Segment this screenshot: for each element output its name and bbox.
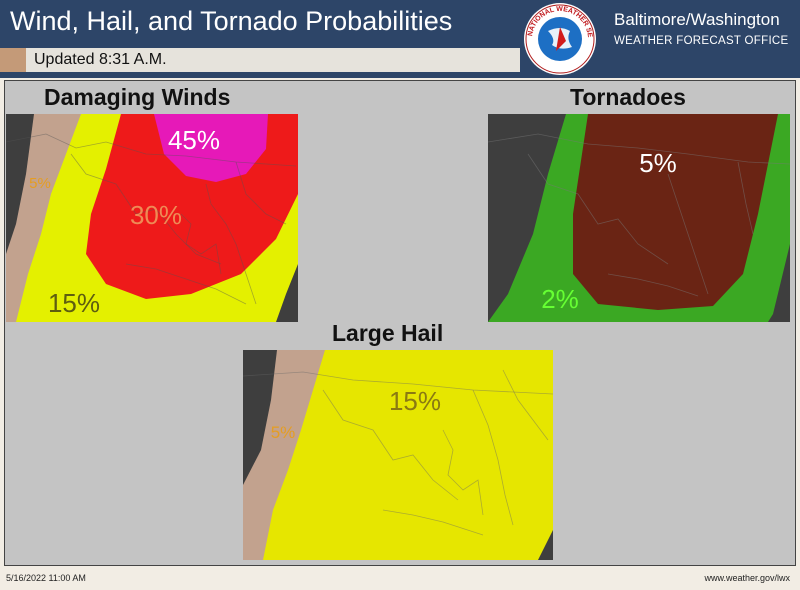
zone-none-southeast bbox=[276, 264, 298, 322]
footer-date: 5/16/2022 11:00 AM bbox=[6, 573, 86, 583]
label-45: 45% bbox=[168, 125, 220, 155]
zone-hail-none-southeast bbox=[538, 530, 553, 560]
office-subtitle: WEATHER FORECAST OFFICE bbox=[614, 35, 789, 47]
footer-bar: 5/16/2022 11:00 AM www.weather.gov/lwx bbox=[0, 568, 800, 590]
updated-bar: Updated 8:31 A.M. bbox=[0, 48, 520, 72]
zone-hail-none bbox=[243, 350, 277, 485]
geo-boundaries bbox=[488, 133, 790, 297]
label-hail-15: 15% bbox=[389, 386, 441, 416]
updated-swatch bbox=[0, 48, 26, 72]
label-30: 30% bbox=[130, 200, 182, 230]
label-tor-5: 5% bbox=[639, 148, 677, 178]
zone-p45 bbox=[154, 114, 268, 182]
panel-title-large-hail: Large Hail bbox=[332, 320, 444, 346]
geo-boundaries bbox=[243, 369, 553, 536]
panel-title-damaging-winds: Damaging Winds bbox=[44, 84, 231, 110]
map-damaging-winds: 45% 30% 15% 5% bbox=[6, 114, 298, 322]
footer-url[interactable]: www.weather.gov/lwx bbox=[704, 573, 790, 583]
zone-tor5 bbox=[573, 114, 778, 310]
label-5: 5% bbox=[29, 175, 51, 192]
page-title: Wind, Hail, and Tornado Probabilities bbox=[10, 6, 453, 36]
office-name: Baltimore/Washington bbox=[614, 10, 780, 29]
label-tor-2: 2% bbox=[541, 284, 579, 314]
geo-boundaries bbox=[6, 133, 297, 305]
zone-none bbox=[6, 114, 34, 254]
label-hail-5: 5% bbox=[271, 423, 296, 442]
header-bar: Wind, Hail, and Tornado Probabilities Up… bbox=[0, 0, 800, 78]
label-15: 15% bbox=[48, 288, 100, 318]
nws-logo-icon: NATIONAL WEATHER SERVICE bbox=[522, 1, 596, 75]
map-large-hail: 15% 5% bbox=[243, 350, 553, 560]
updated-text: Updated 8:31 A.M. bbox=[34, 51, 167, 68]
panel-title-tornadoes: Tornadoes bbox=[570, 84, 686, 110]
map-tornadoes: 5% 2% bbox=[488, 114, 790, 322]
